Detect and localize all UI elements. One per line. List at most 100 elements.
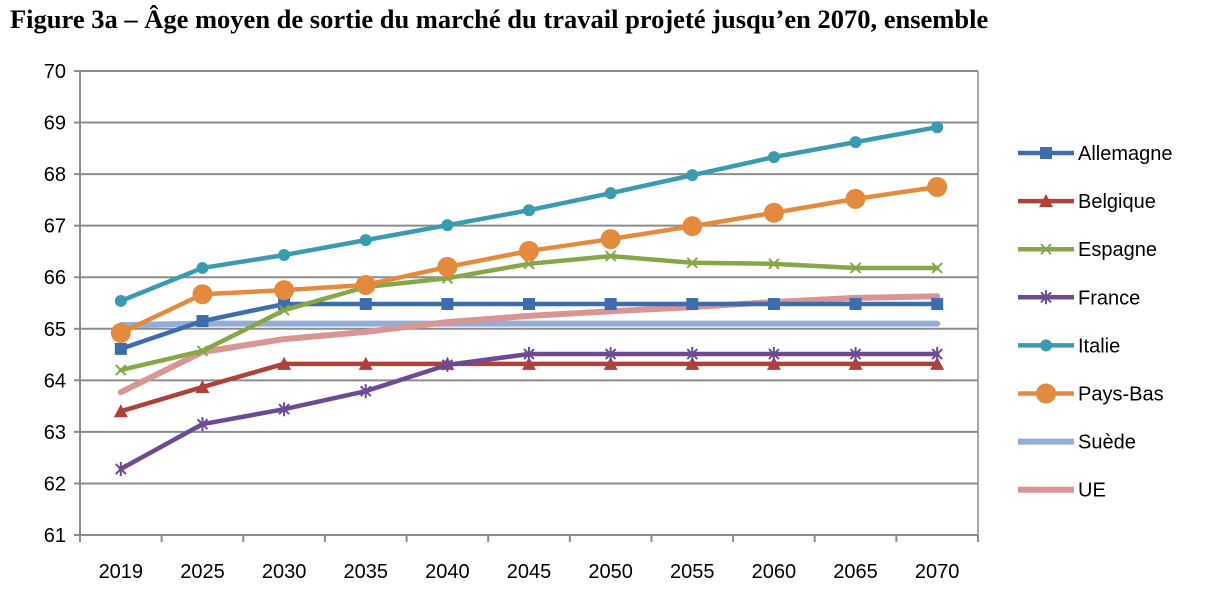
x-tick-label: 2060 [752,561,797,583]
y-tick-label: 61 [44,525,66,547]
x-tick-label: 2019 [99,561,144,583]
marker-triangle [930,356,945,370]
marker-x [686,257,698,269]
y-tick-label: 67 [44,216,66,238]
marker-circle [931,121,944,134]
series-france [115,347,943,477]
marker-star [360,384,372,399]
marker-square [196,315,209,328]
legend-item: France [1018,287,1140,309]
series-pays-bas [110,177,948,343]
marker-star [1040,290,1052,305]
series-allemagne [114,298,944,355]
series-line [118,361,940,414]
marker-circle [686,169,699,182]
marker-triangle [277,356,292,370]
y-tick-label: 64 [44,370,66,392]
marker-triangle [848,356,863,370]
marker-x [1040,243,1052,255]
legend-item: Italie [1018,335,1120,357]
marker-circle-large [682,216,703,237]
marker-square [441,298,454,311]
series-suède [117,320,941,329]
marker-triangle [603,356,618,370]
marker-circle [1040,339,1052,352]
marker-circle [359,234,372,247]
marker-triangle [522,356,536,370]
legend-label: Pays-Bas [1078,384,1164,406]
marker-star [196,417,209,432]
series-italie [114,121,944,307]
legend-label: Belgique [1078,191,1156,213]
chart-title: Figure 3a – Âge moyen de sortie du march… [10,4,989,34]
legend-label: Espagne [1078,239,1157,261]
x-tick-label: 2065 [833,561,878,583]
marker-circle-large [600,229,621,250]
x-tick-label: 2025 [180,561,225,583]
marker-star [604,347,617,362]
y-tick-label: 63 [44,422,66,444]
marker-star [686,347,698,362]
marker-square [114,342,127,355]
legend-item: Allemagne [1018,143,1173,165]
series-line [117,293,941,396]
marker-square [686,298,699,311]
x-tick-label: 2070 [915,561,960,583]
marker-star [768,347,780,362]
marker-x [931,262,943,274]
x-tick-label: 2055 [670,561,715,583]
marker-x [196,345,209,357]
legend-item: Pays-Bas [1018,383,1164,406]
marker-circle [441,219,454,232]
series-line [117,320,941,329]
marker-circle-large [927,177,948,197]
series-ue [117,293,941,396]
marker-square [931,298,944,311]
marker-circle-large [192,284,213,305]
marker-x [849,262,862,274]
marker-x [523,258,535,270]
marker-star [523,347,535,362]
legend-item: Suède [1018,432,1136,454]
legend-item: Espagne [1018,239,1157,261]
marker-circle-large [110,322,131,343]
legend-label: Italie [1078,335,1120,357]
marker-square [523,298,535,311]
x-tick-label: 2035 [343,561,388,583]
x-tick-label: 2050 [588,561,633,583]
marker-star [441,357,454,372]
marker-triangle [358,356,373,370]
y-tick-label: 68 [44,164,66,186]
marker-circle-large [519,240,539,261]
marker-star [931,347,943,362]
legend-item: Belgique [1018,191,1156,213]
marker-square [604,298,617,311]
marker-triangle [113,404,128,418]
marker-circle-large [1036,383,1056,404]
marker-circle [604,187,617,200]
y-tick-label: 66 [44,267,66,289]
marker-star [115,462,127,477]
marker-circle [278,249,291,262]
marker-circle-large [274,280,295,301]
marker-triangle [766,356,781,370]
legend-label: France [1078,287,1140,309]
legend-label: Suède [1078,432,1136,454]
marker-circle [767,151,780,164]
legend-label: UE [1078,480,1106,502]
marker-square [1040,147,1052,159]
marker-star [278,402,290,417]
marker-x [604,250,617,262]
marker-circle-large [355,274,376,295]
marker-square [767,298,780,311]
marker-x [768,258,780,270]
y-tick-label: 70 [44,61,66,83]
y-tick-label: 69 [44,113,66,135]
marker-circle-large [437,256,458,277]
marker-circle [196,261,209,274]
marker-circle [849,136,862,149]
x-tick-label: 2045 [507,561,552,583]
series-line [118,351,940,472]
marker-circle [523,204,535,217]
